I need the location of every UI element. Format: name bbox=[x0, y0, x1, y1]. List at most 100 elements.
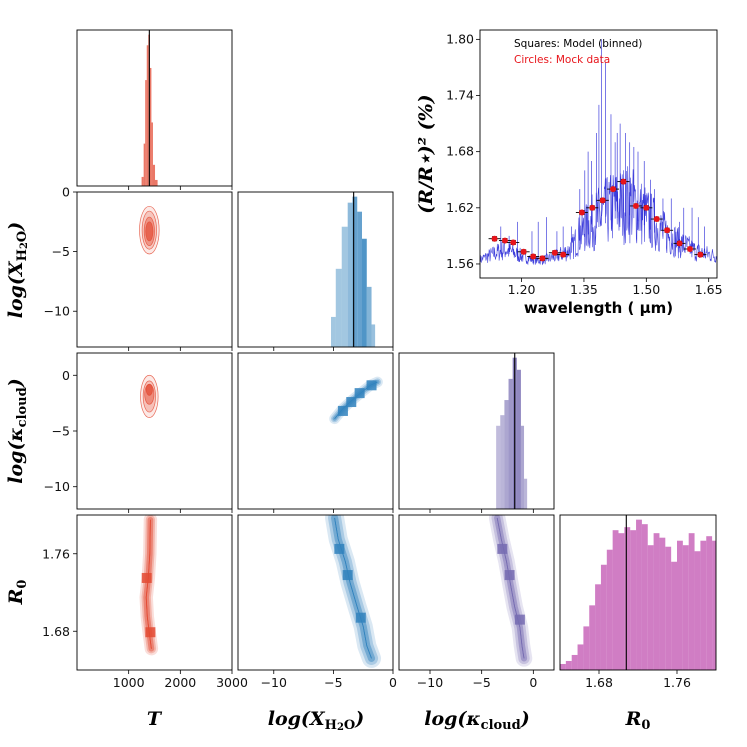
xticks-logX-tick-label-2: 0 bbox=[389, 675, 397, 690]
hist-logX-bar-2 bbox=[341, 226, 348, 347]
xlabel-T-main: T bbox=[147, 708, 163, 730]
spectrum-ytick-label-1: 1.62 bbox=[446, 200, 474, 215]
contour-T-R0-frame bbox=[76, 514, 233, 671]
contour-logKappa-R0-plot-area bbox=[488, 515, 533, 667]
contour-logKappa-R0-mode-block-2 bbox=[514, 614, 525, 625]
xlabel-T: T bbox=[147, 708, 163, 730]
spectrum-xtick-label-3: 1.65 bbox=[695, 282, 723, 297]
contour-T-logX-level-3 bbox=[145, 221, 154, 242]
contour-logX-logKappa-mode-block-3 bbox=[366, 380, 377, 391]
hist-T-frame bbox=[76, 29, 233, 187]
hist-R0-bar-7 bbox=[600, 564, 607, 670]
contour-T-logX-plot-area bbox=[139, 205, 160, 255]
xticks-R0-tick-label-0: 1.68 bbox=[585, 675, 613, 690]
yticks-R0-tick-label-0: 1.76 bbox=[42, 546, 70, 561]
yticks-logKappa-tick-label-0: 0 bbox=[62, 368, 70, 383]
contour-logX-logKappa-plot-area bbox=[329, 376, 383, 425]
yticks-logKappa-tick-label-2: −10 bbox=[44, 479, 70, 494]
axis-labels: 1000 2000 3000 −10 −5 0 −10 −5 0 1.68 1.76 0 −5 −10 0 −… bbox=[5, 31, 723, 733]
hist-R0-bar-8 bbox=[606, 549, 613, 670]
hist-R0-bar-16 bbox=[653, 533, 660, 670]
mock-data-point-10 bbox=[599, 197, 606, 204]
hist-T-bar-6 bbox=[151, 122, 153, 186]
contour-logX-R0-ridge-2 bbox=[334, 517, 372, 659]
spectrum-legend-1: Circles: Mock data bbox=[514, 54, 610, 66]
yticks-R0-tick-label-1: 1.68 bbox=[42, 624, 70, 639]
mock-data-point-0 bbox=[491, 235, 498, 242]
hist-logKappa-bar-5 bbox=[516, 369, 521, 509]
yticks-logX-tick-label-0: 0 bbox=[62, 185, 70, 200]
hist-R0-bar-1 bbox=[565, 660, 572, 670]
xticks-logKappa-tick-label-0: −10 bbox=[417, 675, 443, 690]
ylabel-logX-sub3: O bbox=[15, 231, 30, 242]
xticks-R0-tick-label-1: 1.76 bbox=[663, 675, 691, 690]
contour-logX-logKappa bbox=[237, 352, 394, 510]
ylabel-logX: log(XH2O) bbox=[5, 222, 30, 319]
hist-logKappa-plot-area bbox=[496, 353, 528, 509]
mock-data-point-13 bbox=[632, 202, 639, 209]
spectrum-xtick-label-0: 1.20 bbox=[508, 282, 536, 297]
hist-R0-bar-2 bbox=[571, 654, 578, 670]
panels bbox=[76, 29, 718, 671]
mock-data-point-15 bbox=[653, 216, 660, 223]
hist-R0-plot-area bbox=[560, 515, 716, 670]
hist-T-bar-0 bbox=[141, 176, 144, 186]
contour-T-logKappa-level-3 bbox=[145, 383, 153, 396]
hist-R0-bar-22 bbox=[688, 533, 695, 670]
xlabel-logX-main: log(X bbox=[268, 708, 326, 730]
hist-R0 bbox=[559, 514, 717, 671]
xticks-T-tick-label-0: 1000 bbox=[113, 675, 145, 690]
hist-logKappa bbox=[398, 352, 555, 510]
hist-R0-bar-25 bbox=[706, 536, 713, 670]
hist-T bbox=[76, 29, 233, 187]
spectrum-legend-0: Squares: Model (binned) bbox=[514, 38, 642, 50]
spectrum-ytick-label-2: 1.68 bbox=[446, 144, 474, 159]
contour-logKappa-R0 bbox=[398, 514, 555, 671]
xlabel-logX-sub3: O bbox=[344, 718, 355, 733]
hist-logX-bar-0 bbox=[331, 316, 336, 347]
hist-R0-bar-12 bbox=[630, 530, 637, 670]
contour-T-logX-frame bbox=[76, 191, 233, 348]
hist-logKappa-bar-0 bbox=[496, 425, 501, 509]
hist-logX-bar-6 bbox=[362, 238, 367, 347]
hist-R0-frame bbox=[559, 514, 717, 671]
ylabel-R0: R0 bbox=[5, 580, 30, 606]
hist-R0-bar-19 bbox=[671, 561, 677, 670]
contour-T-R0-mode-block-0 bbox=[145, 627, 156, 638]
hist-R0-bar-0 bbox=[560, 663, 566, 670]
hist-R0-bar-14 bbox=[641, 524, 648, 670]
hist-R0-bar-18 bbox=[665, 546, 672, 670]
yticks-logX-tick-label-2: −10 bbox=[44, 304, 70, 319]
contour-T-R0-plot-area bbox=[139, 515, 159, 656]
spectrum-plot-area bbox=[480, 39, 717, 266]
mock-data-point-5 bbox=[539, 255, 546, 262]
hist-logKappa-bar-1 bbox=[500, 415, 505, 509]
hist-logKappa-bar-3 bbox=[508, 378, 513, 509]
contour-T-logKappa bbox=[76, 352, 233, 510]
mock-data-point-17 bbox=[676, 240, 683, 247]
hist-logKappa-bar-7 bbox=[524, 478, 528, 509]
hist-R0-bar-24 bbox=[700, 540, 707, 670]
hist-logX-bar-1 bbox=[335, 268, 342, 347]
xlabel-logX-sub2: 2 bbox=[337, 722, 344, 733]
mock-data-point-7 bbox=[560, 251, 567, 258]
mock-data-point-2 bbox=[510, 239, 517, 246]
contour-logX-logKappa-mode-block-1 bbox=[346, 397, 357, 408]
contour-logX-R0 bbox=[237, 514, 394, 671]
hist-logX-plot-area bbox=[331, 192, 376, 347]
hist-R0-bar-20 bbox=[677, 540, 683, 670]
xticks-logKappa-tick-label-1: −5 bbox=[472, 675, 490, 690]
xticks-logX-tick-label-0: −10 bbox=[261, 675, 287, 690]
spectrum-ytick-label-0: 1.56 bbox=[446, 256, 474, 271]
hist-logX-frame bbox=[237, 191, 394, 348]
hist-T-bar-1 bbox=[143, 143, 146, 186]
contour-logKappa-R0-mode-block-0 bbox=[497, 543, 508, 554]
xticks-logKappa-tick-label-2: 0 bbox=[529, 675, 537, 690]
hist-R0-bar-17 bbox=[659, 537, 666, 670]
contour-logX-R0-mode-block-0 bbox=[334, 543, 345, 554]
contour-logX-R0-frame bbox=[237, 514, 394, 671]
spectrum-xtick-label-2: 1.50 bbox=[632, 282, 660, 297]
mock-data-point-1 bbox=[501, 237, 508, 244]
contour-T-R0-mode-block-1 bbox=[141, 572, 152, 583]
